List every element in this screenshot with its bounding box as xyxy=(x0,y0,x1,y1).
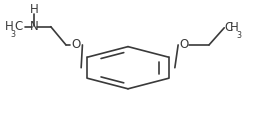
Text: C: C xyxy=(14,20,22,33)
Text: C: C xyxy=(224,21,232,34)
Text: N: N xyxy=(30,20,39,33)
Text: O: O xyxy=(179,38,188,51)
Text: H: H xyxy=(30,3,39,16)
Text: H: H xyxy=(230,21,239,34)
Text: O: O xyxy=(71,38,81,51)
Text: 3: 3 xyxy=(237,31,242,40)
Text: 3: 3 xyxy=(10,30,15,39)
Text: H: H xyxy=(5,20,14,33)
